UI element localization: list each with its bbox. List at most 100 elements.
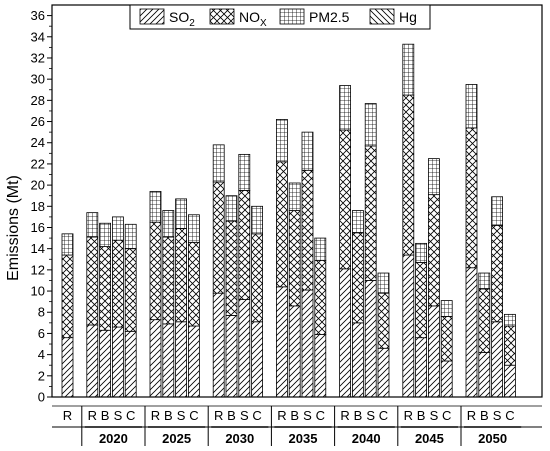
y-tick-label: 2: [38, 368, 45, 383]
y-tick-label: 8: [38, 305, 45, 320]
y-tick-label: 26: [31, 114, 45, 129]
bar-segment-nox-g5-b1: [351, 232, 364, 324]
bar-segment-nox-g5-b2: [364, 145, 377, 281]
bar-segment-nox-g7-b3: [503, 325, 516, 366]
y-tick-label: 16: [31, 220, 45, 235]
legend-label-hg: Hg: [399, 9, 417, 25]
y-tick-label: 0: [38, 390, 45, 405]
bar-segment-nox-g7-b0: [465, 127, 478, 269]
legend-swatch-pm25: [279, 8, 305, 25]
y-tick-label: 22: [31, 156, 45, 171]
bar-label: R: [63, 408, 72, 423]
y-tick-label: 36: [31, 8, 45, 23]
bar-segment-pm25-g6-b3: [440, 300, 453, 317]
bar-segment-pm25-g7-b0: [465, 84, 478, 129]
bar-segment-pm25-g3-b1: [225, 195, 238, 222]
legend-label-pm25: PM2.5: [309, 9, 350, 25]
bar-label: C: [126, 408, 135, 423]
bar-segment-so2-g2-b0: [149, 319, 162, 398]
bar-segment-so2-g4-b3: [314, 334, 327, 398]
bar-segment-so2-g4-b1: [288, 305, 301, 398]
y-tick-label: 14: [31, 241, 45, 256]
y-tick-label: 30: [31, 72, 45, 87]
bar-label: B: [164, 408, 173, 423]
bar-segment-pm25-g2-b2: [175, 198, 188, 229]
bar-segment-pm25-g2-b3: [187, 214, 200, 243]
bar-label: S: [114, 408, 123, 423]
legend-swatch-hg: [369, 8, 395, 25]
bar-segment-nox-g3-b1: [225, 220, 238, 316]
bar-segment-so2-g3-b1: [225, 315, 238, 398]
bar-segment-nox-g7-b2: [491, 224, 504, 323]
bar-segment-pm25-g5-b1: [351, 210, 364, 234]
bar-label: S: [240, 408, 249, 423]
bar-segment-so2-g5-b2: [364, 280, 377, 398]
bar-segment-nox-g3-b0: [212, 181, 225, 294]
bar-segment-pm25-g1-b2: [112, 216, 124, 241]
bar-label: R: [151, 408, 160, 423]
bar-segment-nox-g6-b2: [427, 194, 440, 307]
y-tick-label: 4: [38, 347, 45, 362]
bar-label: S: [177, 408, 186, 423]
bar-segment-so2-g7-b2: [491, 321, 504, 398]
bar-segment-so2-g7-b0: [465, 267, 478, 398]
y-tick-label: 18: [31, 199, 45, 214]
bar-segment-so2-g0-b0: [61, 337, 74, 398]
bar-label: B: [290, 408, 299, 423]
group-label: 2045: [415, 431, 444, 446]
bar-label: B: [480, 408, 489, 423]
bar-segment-pm25-g3-b2: [238, 153, 251, 191]
bar-segment-pm25-g1-b1: [99, 222, 111, 247]
y-tick-label: 10: [31, 284, 45, 299]
y-tick-label: 28: [31, 93, 45, 108]
bar-segment-nox-g5-b3: [377, 292, 390, 349]
bar-segment-so2-g1-b3: [124, 330, 137, 398]
bar-segment-pm25-g6-b1: [415, 242, 428, 263]
group-label: 2020: [99, 431, 128, 446]
bar-segment-pm25-g3-b0: [212, 144, 225, 183]
bar-segment-nox-g7-b1: [478, 288, 491, 353]
bar-segment-so2-g3-b0: [212, 292, 225, 398]
bar-segment-pm25-g4-b3: [314, 237, 327, 261]
bar-segment-nox-g2-b1: [162, 236, 175, 325]
bar-segment-nox-g4-b3: [314, 259, 327, 335]
bar-label: C: [442, 408, 451, 423]
bar-segment-pm25-g1-b0: [86, 212, 99, 238]
bar-label: B: [417, 408, 426, 423]
bar-label: S: [366, 408, 375, 423]
bar-segment-nox-g2-b0: [149, 221, 162, 321]
bar-label: R: [467, 408, 476, 423]
group-label: 2040: [352, 431, 381, 446]
bar-segment-so2-g7-b3: [503, 364, 516, 398]
bar-segment-pm25-g4-b2: [301, 131, 314, 171]
bar-segment-so2-g2-b2: [175, 321, 188, 398]
bar-segment-nox-g4-b0: [275, 161, 288, 288]
bar-segment-so2-g6-b2: [427, 305, 440, 398]
legend-swatch-so2: [139, 8, 165, 25]
bar-segment-so2-g5-b3: [377, 347, 390, 398]
y-tick-label: 12: [31, 262, 45, 277]
bar-segment-pm25-g5-b3: [377, 272, 390, 294]
bar-label: B: [354, 408, 363, 423]
bar-label: C: [379, 408, 388, 423]
bar-segment-nox-g6-b1: [415, 262, 428, 339]
bar-segment-pm25-g4-b0: [275, 119, 288, 163]
legend-label-so2: SO2: [169, 9, 195, 29]
y-tick-label: 34: [31, 29, 45, 44]
bar-segment-so2-g1-b1: [99, 329, 111, 398]
bar-segment-so2-g6-b1: [415, 337, 428, 398]
bar-segment-so2-g2-b1: [162, 323, 175, 398]
bar-label: R: [88, 408, 97, 423]
bars-layer: [61, 43, 516, 398]
bar-segment-pm25-g7-b3: [503, 313, 516, 327]
bar-segment-so2-g4-b2: [301, 289, 314, 398]
bar-segment-pm25-g4-b1: [288, 182, 301, 211]
group-label: 2025: [162, 431, 191, 446]
bar-segment-pm25-g7-b1: [478, 272, 491, 290]
group-label: 2035: [289, 431, 318, 446]
bar-label: C: [252, 408, 261, 423]
bar-segment-nox-g6-b3: [440, 316, 453, 362]
bar-segment-so2-g1-b0: [86, 324, 99, 398]
